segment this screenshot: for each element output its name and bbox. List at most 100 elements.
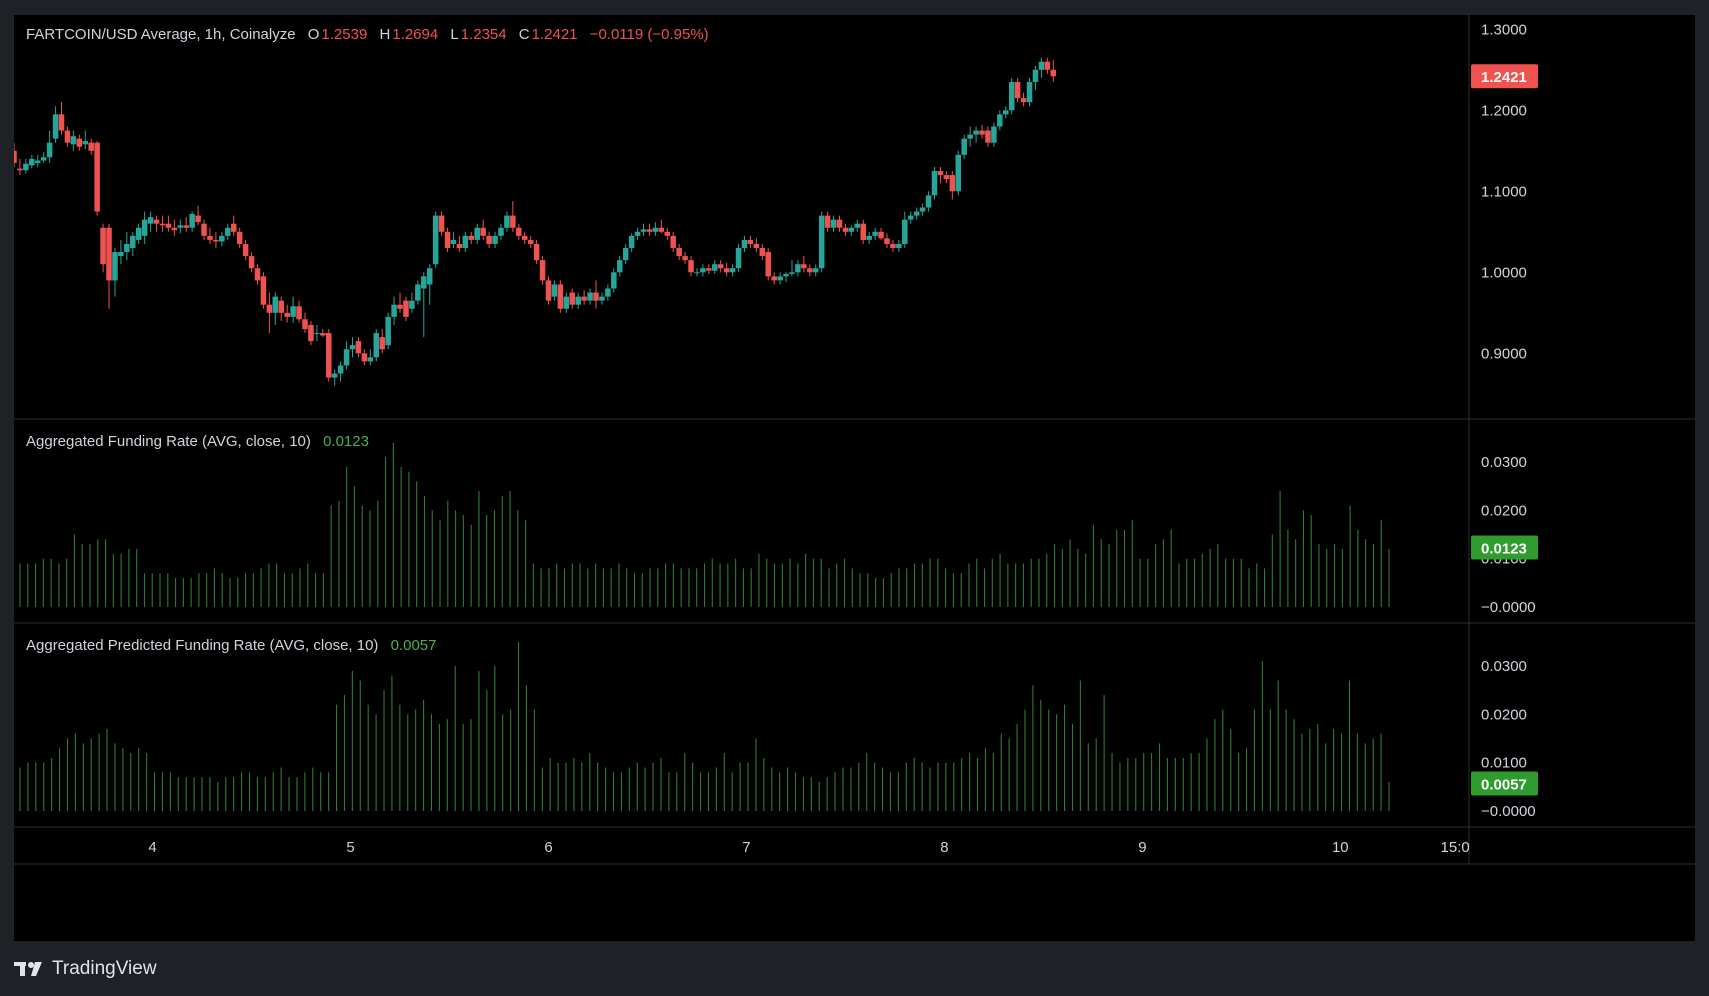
candle-body: [88, 142, 94, 151]
candle-body: [551, 284, 558, 297]
candle-body: [64, 130, 71, 143]
candle-body: [100, 227, 106, 265]
candle-body: [260, 276, 267, 305]
candle-body: [456, 243, 463, 248]
candle-body: [854, 223, 861, 228]
candle-body: [76, 138, 83, 147]
candle-body: [682, 256, 688, 261]
candle-body: [492, 235, 498, 244]
candle-body: [373, 333, 380, 358]
candle-body: [818, 215, 825, 269]
price-legend: FARTCOIN/USD Average, 1h, Coinalyze O 1.2…: [26, 26, 711, 43]
candle-body: [902, 219, 908, 244]
change-value: −0.0119 (−0.95%): [589, 26, 709, 43]
candle-body: [646, 229, 653, 232]
candle-body: [337, 365, 344, 374]
candle-body: [860, 223, 866, 240]
funding-legend: Aggregated Funding Rate (AVG, close, 10)…: [26, 433, 371, 450]
chart-canvas[interactable]: 1.3000 1.2000 1.1000 1.0000 0.9000 1.2421 0.03…: [14, 15, 1695, 941]
candle-body: [426, 268, 433, 285]
x-tick-label: 15:0: [1441, 839, 1470, 856]
predicted-legend: Aggregated Predicted Funding Rate (AVG, …: [26, 637, 438, 654]
funding-badge-label: 0.0123: [1481, 541, 1527, 558]
candle-body: [605, 288, 611, 297]
candle-body: [949, 175, 956, 192]
candle-body: [640, 229, 647, 232]
candle-body: [409, 300, 415, 309]
candle-body: [480, 227, 486, 236]
tradingview-icon: [14, 962, 42, 976]
price-pane[interactable]: [14, 57, 1057, 386]
candle-body: [201, 223, 207, 236]
candle-body: [741, 239, 748, 248]
candle-body: [617, 260, 623, 273]
x-tick-label: 6: [544, 839, 552, 856]
candle-body: [670, 235, 676, 248]
candle-body: [308, 324, 314, 342]
candle-body: [474, 227, 480, 240]
candle-body: [450, 239, 457, 244]
candle-body: [35, 160, 41, 163]
candle-body: [658, 227, 665, 232]
candle-body: [213, 239, 219, 242]
tradingview-logo[interactable]: TradingView: [14, 958, 157, 980]
candle-body: [242, 243, 249, 257]
candle-body: [753, 243, 760, 248]
predicted-funding-pane[interactable]: [19, 641, 1390, 811]
candle-body: [795, 264, 801, 273]
funding-pane[interactable]: [19, 442, 1390, 607]
candle-body: [913, 211, 920, 216]
candle-body: [147, 217, 154, 224]
candle-body: [462, 235, 469, 248]
x-tick-label: 8: [940, 839, 948, 856]
predicted-badge-label: 0.0057: [1481, 776, 1527, 793]
candle-body: [676, 248, 682, 257]
candle-body: [516, 227, 522, 236]
candle-body: [29, 158, 35, 166]
candle-body: [130, 235, 136, 248]
candle-body: [195, 215, 201, 223]
candle-body: [504, 215, 510, 228]
candle-body: [652, 227, 659, 232]
candle-body: [622, 248, 629, 261]
candle-body: [314, 333, 320, 335]
candle-body: [343, 349, 350, 366]
price-tick-label: 1.2000: [1481, 102, 1527, 119]
candle-body: [765, 252, 771, 277]
predicted-title: Aggregated Predicted Funding Rate (AVG, …: [26, 637, 379, 654]
x-tick-label: 7: [742, 839, 750, 856]
candle-body: [225, 227, 231, 236]
candle-body: [521, 235, 528, 240]
candle-body: [284, 312, 290, 317]
candle-body: [628, 235, 635, 248]
candle-body: [961, 138, 967, 155]
candle-body: [836, 219, 843, 228]
candle-body: [124, 243, 130, 253]
candle-body: [46, 142, 53, 158]
candle-body: [361, 353, 368, 362]
candle-body: [331, 373, 338, 378]
candle-body: [112, 252, 118, 281]
candle-body: [955, 154, 962, 192]
candle-body: [355, 341, 362, 354]
candle-body: [230, 223, 237, 232]
candle-body: [842, 227, 849, 232]
candle-body: [498, 227, 504, 236]
chart-frame[interactable]: 1.3000 1.2000 1.1000 1.0000 0.9000 1.2421 0.03…: [14, 15, 1695, 941]
candle-body: [403, 300, 409, 317]
price-tick-label: 1.3000: [1481, 21, 1527, 38]
candle-body: [1032, 69, 1039, 82]
funding-tick-label: −0.0000: [1481, 803, 1536, 820]
candle-body: [1008, 81, 1015, 111]
last-price-badge: [1471, 64, 1538, 89]
x-tick-label: 5: [346, 839, 354, 856]
low-value: 1.2354: [460, 26, 507, 43]
funding-tick-label: 0.0300: [1481, 658, 1527, 675]
funding-value: 0.0123: [323, 433, 369, 450]
candle-body: [379, 337, 385, 350]
candle-body: [824, 215, 831, 228]
candle-body: [1026, 81, 1033, 103]
candle-body: [159, 223, 166, 226]
candle-body: [415, 284, 421, 301]
candle-body: [135, 227, 142, 240]
